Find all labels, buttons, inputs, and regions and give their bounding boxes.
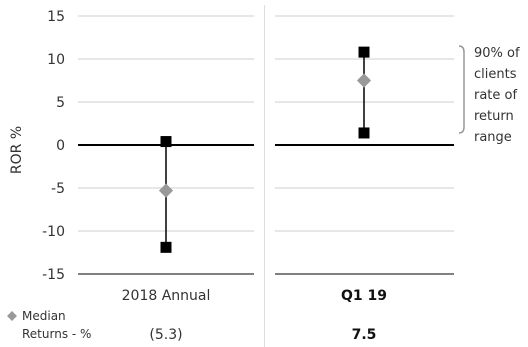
- category-labels: 2018 Annual Q1 19: [122, 288, 387, 304]
- high-marker: [160, 136, 172, 148]
- y-tick-label: -15: [42, 267, 65, 283]
- y-tick-label: 5: [56, 95, 65, 111]
- median-diamond-icon: [7, 311, 17, 321]
- legend-bracket: [458, 45, 465, 134]
- legend-line: 90% of: [474, 46, 520, 61]
- legend-line: rate of: [474, 88, 517, 103]
- y-tick-labels: 15 10 5 0 -5 -10 -15: [42, 9, 65, 283]
- category-label: 2018 Annual: [122, 288, 211, 304]
- low-marker: [160, 241, 172, 253]
- low-marker: [358, 127, 370, 139]
- median-label-line: Returns - %: [22, 327, 91, 341]
- y-tick-label: -10: [42, 224, 65, 240]
- category-label: Q1 19: [341, 288, 387, 304]
- median-marker: [158, 183, 174, 198]
- median-value: 7.5: [352, 327, 377, 343]
- legend-line: range: [474, 130, 512, 145]
- high-marker: [358, 46, 370, 58]
- legend-line: return: [474, 109, 514, 124]
- y-tick-label: 15: [47, 9, 65, 25]
- y-tick-label: 0: [56, 138, 65, 154]
- y-tick-label: 10: [47, 52, 65, 68]
- legend: 90% of clients rate of return range: [458, 45, 520, 145]
- median-label-line: Median: [22, 309, 66, 323]
- y-axis-title: ROR %: [9, 126, 25, 174]
- median-returns-row: Median Returns - % (5.3) 7.5: [7, 309, 376, 343]
- y-tick-label: -5: [51, 181, 65, 197]
- gridlines: [78, 15, 454, 275]
- legend-line: clients: [474, 67, 517, 82]
- median-marker: [356, 73, 372, 88]
- median-value: (5.3): [149, 327, 182, 343]
